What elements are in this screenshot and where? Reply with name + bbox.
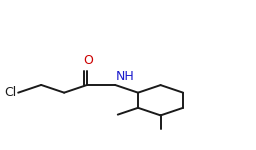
Text: Cl: Cl [5,86,17,99]
Text: NH: NH [116,70,135,83]
Text: O: O [83,54,93,67]
